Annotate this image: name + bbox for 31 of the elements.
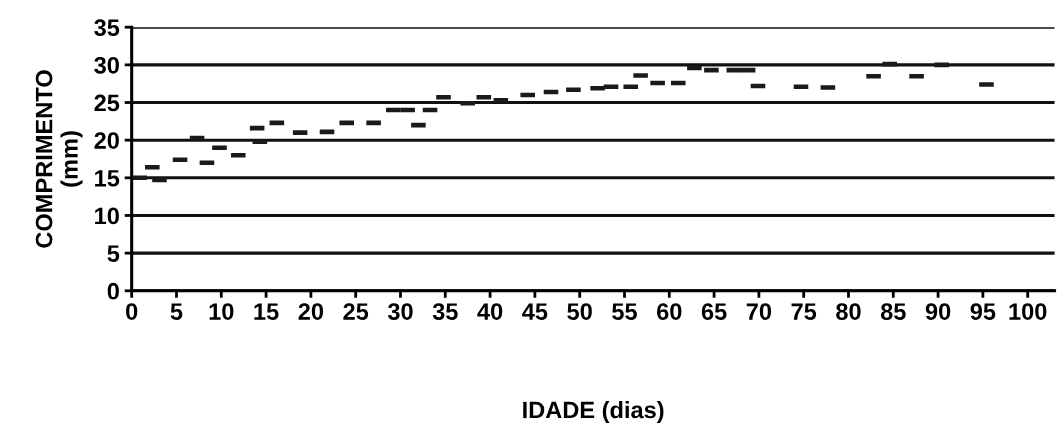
x-tick-label: 60 bbox=[657, 303, 682, 320]
x-axis-title: IDADE (dias) bbox=[523, 401, 664, 424]
x-tick-label: 20 bbox=[298, 303, 324, 320]
x-tick-label: 85 bbox=[880, 303, 906, 320]
x-tick-label: 25 bbox=[343, 303, 369, 320]
x-tick-label: 50 bbox=[567, 303, 592, 320]
y-tick-label: 30 bbox=[94, 56, 119, 74]
y-tick-label: 10 bbox=[95, 207, 119, 225]
x-tick-label: 80 bbox=[836, 303, 861, 320]
x-tick-label: 55 bbox=[612, 303, 637, 320]
y-tick-label: 5 bbox=[107, 245, 120, 262]
x-tick-label: 90 bbox=[925, 303, 951, 320]
x-tick-label: 0 bbox=[126, 303, 138, 320]
y-tick-label: 35 bbox=[94, 19, 120, 37]
x-tick-label: 40 bbox=[477, 303, 503, 320]
y-tick-label: 25 bbox=[94, 94, 120, 112]
x-tick-label: 15 bbox=[254, 303, 279, 320]
x-tick-label: 10 bbox=[209, 303, 234, 320]
y-tick-label: 20 bbox=[94, 132, 119, 149]
x-tick-label: 5 bbox=[170, 303, 183, 320]
x-tick-label: 35 bbox=[432, 303, 458, 320]
y-tick-label: 0 bbox=[107, 282, 119, 300]
x-tick-label: 45 bbox=[522, 303, 548, 320]
x-tick-label: 95 bbox=[970, 303, 996, 320]
y-tick-label: 15 bbox=[95, 170, 120, 187]
y-axis-title: COMPRIMENTO (mm) bbox=[35, 70, 83, 248]
x-tick-label: 65 bbox=[701, 303, 727, 320]
x-tick-label: 30 bbox=[387, 303, 413, 320]
x-tick-label: 75 bbox=[791, 303, 817, 320]
x-tick-label: 70 bbox=[746, 303, 772, 320]
x-tick-label: 100 bbox=[1009, 303, 1047, 320]
